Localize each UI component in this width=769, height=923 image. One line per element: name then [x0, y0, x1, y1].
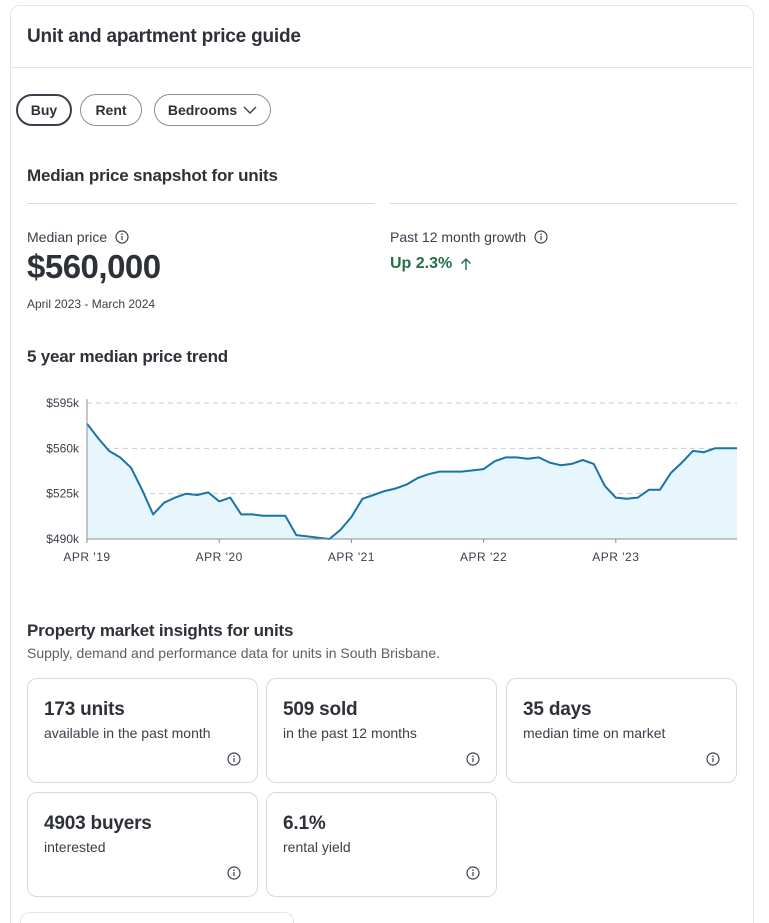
- median-price-label: Median price: [27, 229, 129, 245]
- rent-filter-button[interactable]: Rent: [80, 94, 142, 126]
- tile-desc: in the past 12 months: [283, 725, 417, 741]
- info-icon[interactable]: [466, 866, 480, 880]
- tile-desc: median time on market: [523, 725, 666, 741]
- divider: [27, 203, 374, 204]
- insights-title: Property market insights for units: [27, 621, 294, 640]
- info-icon[interactable]: [227, 866, 241, 880]
- bedrooms-label: Bedrooms: [167, 102, 238, 118]
- growth-label: Past 12 month growth: [390, 229, 548, 245]
- insight-tile-sold: 509 sold in the past 12 months: [266, 678, 497, 783]
- info-icon[interactable]: [115, 230, 129, 244]
- x-tick-label: APR '20: [196, 550, 243, 564]
- insight-tile-yield: 6.1% rental yield: [266, 792, 497, 897]
- growth-label-text: Past 12 month growth: [390, 229, 527, 245]
- x-tick-label: APR '22: [460, 550, 507, 564]
- insight-tile-available: 173 units available in the past month: [27, 678, 258, 783]
- info-icon[interactable]: [534, 230, 548, 244]
- arrow-up-icon: [461, 258, 472, 270]
- chevron-down-icon: [243, 106, 257, 114]
- insight-tile-days: 35 days median time on market: [506, 678, 737, 783]
- y-tick-label: $595k: [46, 396, 80, 410]
- x-tick-label: APR '19: [63, 550, 110, 564]
- next-content-card: [20, 912, 294, 923]
- tile-desc: rental yield: [283, 839, 351, 855]
- tile-value: 35 days: [523, 699, 592, 720]
- growth-value: Up 2.3%: [390, 255, 472, 273]
- median-price-period: April 2023 - March 2024: [27, 297, 156, 311]
- y-tick-label: $525k: [46, 487, 80, 501]
- buy-label: Buy: [30, 102, 58, 118]
- tile-value: 4903 buyers: [44, 813, 152, 834]
- x-tick-label: APR '23: [592, 550, 639, 564]
- median-price-value: $560,000: [27, 248, 161, 285]
- median-price-label-text: Median price: [27, 229, 108, 245]
- tile-value: 6.1%: [283, 813, 326, 834]
- trend-title: 5 year median price trend: [27, 347, 228, 366]
- card-header: Unit and apartment price guide: [11, 6, 753, 68]
- info-icon[interactable]: [227, 752, 241, 766]
- price-trend-chart: $490k $525k $560k $595k APR '19 APR '20 APR '2…: [46, 396, 737, 564]
- x-tick-label: APR '21: [328, 550, 375, 564]
- info-icon[interactable]: [466, 752, 480, 766]
- series-line: [86, 423, 737, 540]
- info-icon[interactable]: [706, 752, 720, 766]
- snapshot-title: Median price snapshot for units: [27, 166, 278, 185]
- y-tick-label: $490k: [46, 532, 80, 546]
- insight-tile-buyers: 4903 buyers interested: [27, 792, 258, 897]
- tile-desc: available in the past month: [44, 725, 211, 741]
- tile-desc: interested: [44, 839, 106, 855]
- y-tick-label: $560k: [46, 441, 80, 455]
- growth-value-text: Up 2.3%: [390, 255, 453, 272]
- tile-value: 509 sold: [283, 699, 358, 720]
- rent-label: Rent: [95, 102, 127, 118]
- divider: [390, 203, 737, 204]
- bedrooms-dropdown[interactable]: Bedrooms: [154, 94, 271, 126]
- insights-subtitle: Supply, demand and performance data for …: [27, 645, 440, 661]
- card-title: Unit and apartment price guide: [27, 26, 301, 47]
- tile-value: 173 units: [44, 699, 125, 720]
- buy-filter-button[interactable]: Buy: [16, 94, 72, 126]
